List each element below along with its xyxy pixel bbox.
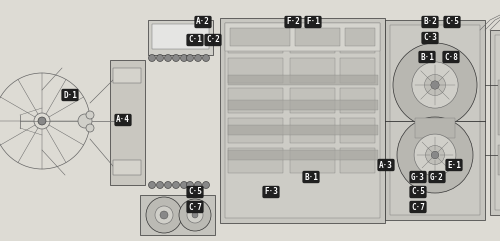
- Bar: [230, 28, 290, 46]
- Bar: [113, 160, 141, 175]
- Text: B·1: B·1: [420, 53, 434, 61]
- Bar: [295, 28, 340, 46]
- Bar: [228, 118, 283, 143]
- Bar: [498, 145, 500, 175]
- Text: F·2: F·2: [286, 18, 300, 27]
- Circle shape: [192, 212, 198, 218]
- Bar: [148, 20, 213, 55]
- Circle shape: [148, 181, 156, 188]
- Circle shape: [164, 181, 172, 188]
- Circle shape: [431, 81, 439, 89]
- Circle shape: [172, 181, 180, 188]
- Bar: [228, 58, 283, 83]
- Circle shape: [86, 124, 94, 132]
- Circle shape: [172, 54, 180, 61]
- Text: C·8: C·8: [444, 53, 458, 61]
- Bar: [290, 58, 335, 83]
- Bar: [110, 60, 145, 185]
- Bar: [152, 24, 209, 49]
- Circle shape: [187, 207, 203, 223]
- Text: C·5: C·5: [411, 187, 425, 196]
- Circle shape: [202, 54, 209, 61]
- Text: C·5: C·5: [445, 18, 459, 27]
- Circle shape: [156, 181, 164, 188]
- Circle shape: [194, 181, 202, 188]
- Bar: [228, 28, 283, 53]
- Bar: [290, 28, 335, 53]
- Bar: [140, 195, 215, 235]
- Circle shape: [179, 199, 211, 231]
- Bar: [498, 80, 500, 135]
- Bar: [225, 23, 380, 51]
- Text: B·1: B·1: [304, 173, 318, 181]
- Bar: [495, 35, 500, 210]
- Bar: [290, 148, 335, 173]
- Text: F·3: F·3: [264, 187, 278, 196]
- Text: G·3: G·3: [411, 173, 425, 181]
- Circle shape: [397, 117, 473, 193]
- Text: C·7: C·7: [188, 202, 202, 212]
- Bar: [228, 88, 283, 113]
- Circle shape: [38, 117, 46, 125]
- Bar: [290, 88, 335, 113]
- Bar: [113, 68, 141, 83]
- Text: A·2: A·2: [196, 18, 210, 27]
- Text: D·1: D·1: [63, 91, 77, 100]
- Bar: [390, 25, 480, 215]
- Circle shape: [155, 206, 173, 224]
- Circle shape: [424, 74, 446, 95]
- Bar: [228, 125, 378, 135]
- Text: C·2: C·2: [206, 35, 220, 45]
- Text: A·3: A·3: [379, 161, 393, 169]
- Circle shape: [414, 134, 456, 176]
- Text: C·3: C·3: [423, 33, 437, 42]
- Bar: [340, 118, 375, 143]
- Bar: [220, 18, 385, 223]
- Bar: [415, 118, 455, 138]
- Circle shape: [186, 181, 194, 188]
- Bar: [340, 148, 375, 173]
- Circle shape: [148, 54, 156, 61]
- Bar: [340, 58, 375, 83]
- Circle shape: [86, 111, 94, 119]
- Circle shape: [164, 54, 172, 61]
- Bar: [228, 150, 378, 160]
- Bar: [345, 28, 375, 46]
- Text: B·2: B·2: [423, 18, 437, 27]
- Circle shape: [393, 43, 477, 127]
- Circle shape: [426, 146, 444, 165]
- Bar: [490, 30, 500, 215]
- Bar: [225, 23, 380, 218]
- Bar: [228, 148, 283, 173]
- Bar: [385, 20, 485, 220]
- Circle shape: [146, 197, 182, 233]
- Circle shape: [180, 54, 188, 61]
- Text: A·4: A·4: [116, 115, 130, 125]
- Bar: [228, 100, 378, 110]
- Circle shape: [194, 54, 202, 61]
- Bar: [340, 28, 375, 53]
- Circle shape: [156, 54, 164, 61]
- Bar: [290, 118, 335, 143]
- Text: E·1: E·1: [447, 161, 461, 169]
- Circle shape: [412, 62, 458, 108]
- Text: C·5: C·5: [188, 187, 202, 196]
- Circle shape: [431, 151, 439, 159]
- Circle shape: [180, 181, 188, 188]
- Text: C·1: C·1: [188, 35, 202, 45]
- Circle shape: [160, 211, 168, 219]
- Text: F·1: F·1: [306, 18, 320, 27]
- Circle shape: [202, 181, 209, 188]
- Bar: [340, 88, 375, 113]
- Text: G·2: G·2: [430, 173, 444, 181]
- Bar: [228, 75, 378, 85]
- Circle shape: [78, 114, 92, 128]
- Text: C·7: C·7: [411, 202, 425, 212]
- Circle shape: [186, 54, 194, 61]
